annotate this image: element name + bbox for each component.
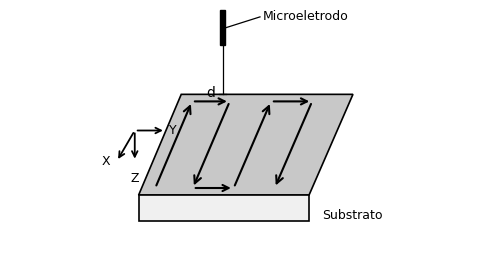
Text: Z: Z	[130, 172, 139, 185]
Text: X: X	[102, 155, 110, 168]
Text: Y: Y	[168, 124, 176, 137]
Text: Substrato: Substrato	[321, 209, 382, 222]
Bar	[219, 10, 225, 45]
Text: d: d	[205, 86, 214, 99]
Text: Microeletrodo: Microeletrodo	[262, 10, 347, 23]
Polygon shape	[138, 195, 308, 221]
Polygon shape	[138, 94, 352, 195]
